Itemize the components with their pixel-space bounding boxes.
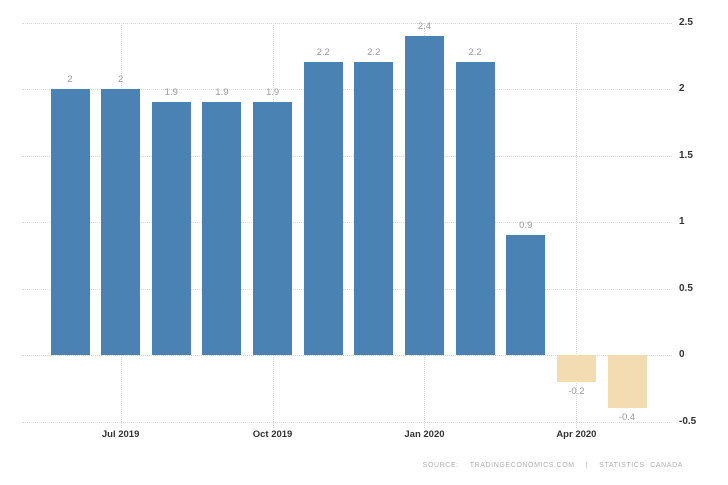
- bar: [151, 102, 191, 355]
- x-axis-tick-label: Jul 2019: [101, 428, 140, 440]
- y-axis-tick-label: 0.5: [679, 282, 693, 294]
- bar-value-label: 2.2: [316, 47, 330, 59]
- gridline-horizontal: [22, 288, 672, 290]
- bar-value-label: 1.9: [265, 87, 280, 99]
- bar-value-label: 0.9: [519, 220, 533, 232]
- bar-value-label: 1.9: [164, 87, 178, 99]
- bar: [455, 62, 495, 355]
- bar: [556, 355, 596, 382]
- gridline-horizontal: [22, 421, 672, 423]
- bar: [607, 355, 647, 409]
- y-axis-tick-label: -0.5: [679, 415, 697, 427]
- bar-value-label: 1.9: [215, 87, 229, 99]
- bar-value-label: 2.2: [367, 47, 381, 59]
- x-axis-tick-label: Oct 2019: [252, 428, 293, 440]
- gridline-horizontal: [22, 355, 672, 356]
- bar: [404, 35, 444, 355]
- source-attribution: SOURCE: TRADINGECONOMICS.COM | STATISTIC…: [422, 462, 683, 469]
- bar-value-label: 2.2: [468, 47, 482, 59]
- y-axis-tick-label: 2: [679, 83, 685, 94]
- y-axis-tick-label: 1: [679, 216, 685, 227]
- bar: [202, 102, 242, 355]
- gridline-vertical: [576, 22, 578, 428]
- bar-value-label: -0.4: [618, 412, 636, 424]
- bar-value-label: 2: [67, 74, 73, 85]
- bar-value-label: -0.2: [568, 385, 585, 397]
- bar-value-label: 2: [117, 74, 124, 85]
- gridline-horizontal: [22, 222, 672, 223]
- y-axis-tick-label: 0: [679, 349, 685, 360]
- x-axis-tick-label: Apr 2020: [556, 428, 597, 440]
- bar: [253, 102, 293, 355]
- y-axis-tick-label: 2.5: [679, 16, 693, 28]
- x-axis-tick-label: Jan 2020: [404, 428, 445, 440]
- bar: [506, 235, 546, 355]
- bar: [50, 89, 90, 355]
- gridline-horizontal: [22, 155, 672, 157]
- bar: [303, 62, 343, 355]
- y-axis-tick-label: 1.5: [679, 149, 693, 161]
- bar-value-label: 2.4: [417, 20, 432, 32]
- bar: [354, 62, 394, 355]
- bar: [101, 89, 141, 355]
- gridline-horizontal: [22, 22, 672, 24]
- gridline-horizontal: [22, 89, 672, 90]
